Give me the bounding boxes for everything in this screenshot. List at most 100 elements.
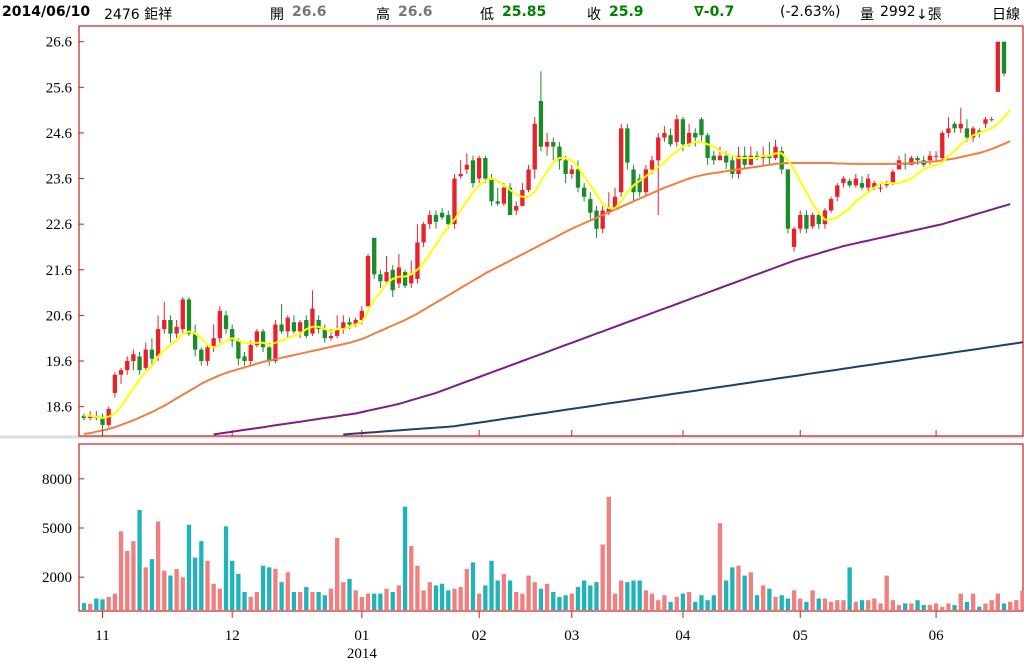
volume-bar	[297, 591, 303, 610]
candle-body	[859, 183, 865, 188]
volume-bar	[236, 573, 241, 610]
candle-body	[798, 215, 803, 229]
candle-body	[884, 183, 889, 186]
volume-bar	[612, 593, 618, 610]
candle-body	[446, 215, 451, 225]
volume-bar	[890, 600, 896, 610]
volume-bar	[631, 580, 636, 610]
volume-bar	[501, 573, 507, 610]
volume-tick-label: 5000	[42, 521, 72, 537]
candle	[402, 269, 408, 289]
candle-body	[581, 187, 587, 197]
volume-bar	[526, 575, 531, 610]
candle	[544, 132, 550, 156]
volume-bar	[88, 603, 93, 610]
volume-bar	[637, 580, 642, 610]
candle-body	[637, 178, 642, 193]
quote-date: 2014/06/10	[2, 4, 91, 20]
volume-bar	[162, 570, 167, 610]
candle	[341, 315, 346, 334]
candle	[767, 142, 772, 165]
candle	[662, 126, 667, 143]
candle	[310, 290, 315, 336]
volume-bar	[619, 580, 624, 610]
candle	[205, 345, 210, 366]
candle	[483, 155, 488, 184]
candle	[588, 192, 593, 220]
volume-bar	[421, 590, 426, 610]
candle-body	[723, 155, 729, 163]
candle-body	[662, 132, 667, 138]
volume-bar	[964, 601, 970, 610]
ma120-line	[343, 341, 1023, 436]
period-label[interactable]: 日線	[992, 7, 1020, 23]
candle-body	[711, 155, 716, 161]
candle	[100, 413, 105, 430]
volume-bar	[483, 585, 488, 610]
candle-body	[192, 333, 198, 350]
candle-body	[594, 210, 599, 229]
candle-body	[384, 272, 389, 282]
volume-bar	[477, 593, 482, 610]
price-tick-label: 26.6	[46, 35, 73, 51]
volume-bar	[680, 593, 686, 610]
candle-body	[785, 169, 791, 229]
candle-body	[909, 158, 914, 165]
volume-bar	[279, 582, 284, 610]
candle-body	[328, 335, 334, 339]
volume-bar	[600, 544, 605, 610]
close-value: 25.9	[609, 4, 644, 20]
volume-bar	[143, 567, 148, 610]
volume-bar	[186, 524, 192, 610]
ma60-line	[213, 203, 1011, 436]
candle-body	[334, 329, 340, 336]
candle	[711, 151, 716, 165]
candle-body	[415, 242, 420, 279]
volume-bar	[699, 595, 704, 610]
candle-body	[162, 319, 167, 330]
volume-bar	[273, 569, 278, 610]
volume-bar	[341, 582, 346, 610]
volume-bar	[791, 590, 797, 610]
volume-bar	[538, 588, 544, 610]
volume-bars	[81, 496, 1024, 610]
close-label: 收	[587, 7, 601, 23]
volume-bar	[606, 496, 611, 610]
candle-body	[668, 135, 673, 145]
candle-body	[137, 356, 142, 371]
candle-body	[754, 155, 760, 159]
candle-body	[779, 151, 784, 170]
candle	[594, 205, 599, 238]
candle-body	[310, 308, 315, 334]
candle-body	[983, 119, 988, 124]
candle	[316, 315, 321, 334]
volume-unit: ↓張	[916, 7, 942, 23]
volume-bar	[878, 603, 883, 610]
candle-body	[168, 319, 173, 334]
candle	[798, 210, 803, 234]
candle-body	[458, 173, 463, 177]
volume-bar	[242, 591, 247, 610]
candle-body	[100, 418, 105, 425]
candle-body	[946, 128, 951, 133]
candle-body	[378, 274, 383, 282]
ma5-line	[84, 109, 1011, 420]
candle	[433, 210, 439, 229]
candle-body	[118, 370, 124, 375]
candle-body	[761, 155, 766, 159]
volume-bar	[149, 559, 155, 610]
candle-body	[88, 415, 93, 419]
candle	[267, 342, 272, 366]
candle-body	[977, 130, 982, 133]
candle	[748, 146, 754, 165]
candle	[415, 224, 420, 284]
candle	[365, 253, 371, 307]
candle-body	[439, 212, 445, 218]
volume-bar	[131, 541, 136, 610]
volume-bar	[773, 596, 778, 610]
volume-bar	[816, 598, 821, 610]
candle	[526, 164, 531, 193]
volume-bar	[859, 600, 865, 610]
volume-bar	[668, 601, 673, 610]
